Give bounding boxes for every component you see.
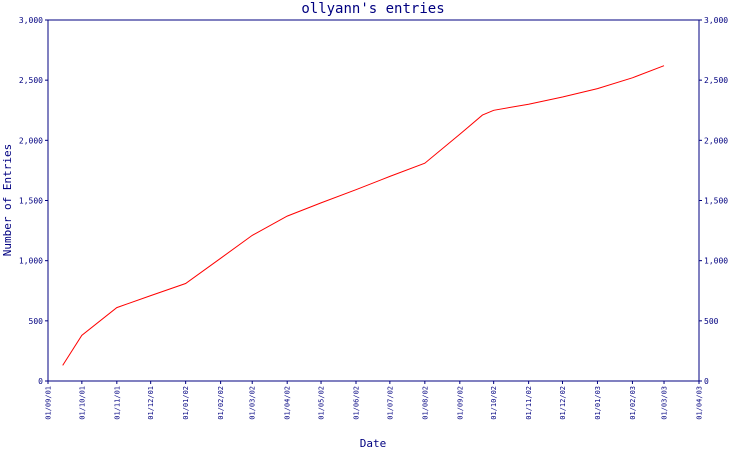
y-tick-label-right: 500 (704, 317, 719, 326)
chart-title: ollyann's entries (301, 1, 444, 17)
x-tick-label: 01/11/02 (525, 386, 533, 420)
x-tick-label: 01/04/03 (696, 386, 704, 420)
x-tick-label: 01/08/02 (421, 386, 429, 420)
y-tick-label: 1,500 (19, 197, 43, 206)
x-axis: 01/09/01 01/10/01 01/11/01 01/12/01 01/01/02… (45, 381, 704, 420)
x-tick-label: 01/06/02 (353, 386, 361, 420)
y-tick-label-right: 3,000 (704, 16, 728, 25)
y-tick-label-right: 0 (704, 377, 709, 386)
y-tick-label: 500 (29, 317, 44, 326)
y-tick-label: 2,000 (19, 136, 43, 145)
y-tick-label-right: 1,000 (704, 257, 728, 266)
x-tick-label: 01/11/01 (113, 386, 121, 420)
x-tick-label: 01/09/02 (456, 386, 464, 420)
y-tick-label: 2,500 (19, 76, 43, 85)
plot-frame (47, 19, 700, 382)
x-tick-label: 01/03/02 (249, 386, 257, 420)
x-tick-label: 01/02/03 (629, 386, 637, 420)
x-tick-label: 01/02/02 (217, 386, 225, 420)
x-tick-label: 01/10/02 (490, 386, 498, 420)
x-tick-label: 01/12/01 (147, 386, 155, 420)
x-tick-label: 01/01/03 (594, 386, 602, 420)
y-tick-label: 1,000 (19, 257, 43, 266)
y-axis-right: 0 500 1,000 1,500 2,000 2,500 3,000 (699, 16, 728, 386)
y-tick-label-right: 2,500 (704, 76, 728, 85)
x-tick-label: 01/12/02 (559, 386, 567, 420)
x-tick-label: 01/07/02 (386, 386, 394, 420)
x-tick-label: 01/10/01 (78, 386, 86, 420)
x-tick-label: 01/04/02 (284, 386, 292, 420)
series-line (62, 65, 665, 366)
x-tick-label: 01/09/01 (45, 386, 53, 420)
x-tick-label: 01/03/03 (661, 386, 669, 420)
series-layer (62, 65, 665, 366)
y-tick-label-right: 1,500 (704, 197, 728, 206)
y-tick-label: 3,000 (19, 16, 43, 25)
x-tick-label: 01/05/02 (318, 386, 326, 420)
y-tick-label-right: 2,000 (704, 136, 728, 145)
y-axis-title: Number of Entries (1, 144, 14, 257)
y-tick-label: 0 (38, 377, 43, 386)
x-axis-title: Date (360, 437, 387, 450)
y-axis-left: 0 500 1,000 1,500 2,000 2,500 3,000 (19, 16, 48, 386)
x-tick-label: 01/01/02 (182, 386, 190, 420)
